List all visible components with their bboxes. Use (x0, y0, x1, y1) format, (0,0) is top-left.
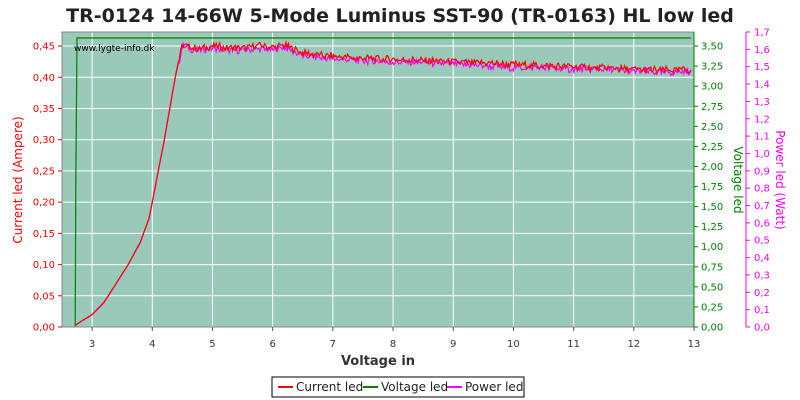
x-tick-label: 12 (627, 339, 640, 350)
y-left-tick-label: 0,30 (33, 135, 55, 146)
x-tick-label: 5 (209, 339, 215, 350)
y-right2-tick-label: 1,4 (754, 80, 770, 91)
y-right2-tick-label: 1,0 (754, 149, 770, 160)
y-left-tick-label: 0,45 (33, 42, 55, 53)
y-left-tick-label: 0,05 (33, 291, 55, 302)
x-tick-label: 4 (149, 339, 155, 350)
x-tick-label: 9 (450, 339, 456, 350)
y-right1-tick-label: 0,50 (701, 282, 723, 293)
y-right1-tick-label: 2,75 (701, 102, 723, 113)
y-right2-tick-label: 0,4 (754, 253, 770, 264)
y-right2-tick-label: 1,7 (754, 28, 770, 39)
x-tick-label: 6 (269, 339, 275, 350)
y-right1-tick-label: 1,25 (701, 222, 723, 233)
y-left-tick-label: 0,35 (33, 104, 55, 115)
x-tick-label: 8 (390, 339, 396, 350)
plot-area (62, 32, 694, 327)
series-layer (74, 37, 692, 328)
y-left-tick-label: 0,10 (33, 260, 55, 271)
y-axis-right2-label: Power led (Watt) (773, 130, 787, 229)
y-right2-tick-label: 0,2 (754, 288, 770, 299)
y-right2-tick-label: 1,6 (754, 45, 770, 56)
y-right1-tick-label: 2,00 (701, 162, 723, 173)
legend-box (271, 376, 525, 398)
watermark: www.lygte-info.dk (74, 44, 155, 54)
series-voltage-led (74, 37, 691, 328)
y-right2-tick-label: 1,3 (754, 97, 770, 108)
legend-voltage: Voltage led (381, 380, 448, 394)
y-right1-tick-label: 1,75 (701, 182, 723, 193)
axes: 3 4 5 6 7 8 9 10 11 12 130,000,050,100,150,200,250… (33, 28, 770, 351)
x-tick-label: 11 (567, 339, 580, 350)
y-right1-tick-label: 3,50 (701, 42, 723, 53)
legend-power: Power led (465, 380, 523, 394)
y-right1-tick-label: 1,00 (701, 242, 723, 253)
y-right1-tick-label: 2,50 (701, 122, 723, 133)
y-right2-tick-label: 0,0 (754, 323, 770, 334)
y-right2-tick-label: 1,2 (754, 114, 770, 125)
y-axis-right1-label: Voltage led (731, 146, 745, 213)
y-right2-tick-label: 0,9 (754, 166, 770, 177)
chart-title: TR-0124 14-66W 5-Mode Luminus SST-90 (TR… (66, 5, 734, 27)
y-right2-tick-label: 1,5 (754, 62, 770, 73)
y-left-tick-label: 0,15 (33, 229, 55, 240)
y-right2-tick-label: 0,3 (754, 270, 770, 281)
y-right2-tick-label: 0,5 (754, 236, 770, 247)
series-current-led (74, 40, 692, 326)
y-right2-tick-label: 0,6 (754, 218, 770, 229)
x-tick-label: 13 (688, 339, 701, 350)
x-tick-label: 7 (330, 339, 336, 350)
y-right2-tick-label: 1,1 (754, 132, 770, 143)
x-tick-label: 10 (507, 339, 520, 350)
y-right2-tick-label: 0,1 (754, 305, 770, 316)
legend-current: Current led (296, 380, 363, 394)
y-right1-tick-label: 3,00 (701, 82, 723, 93)
y-right2-tick-label: 0,8 (754, 184, 770, 195)
y-right2-tick-label: 0,7 (754, 201, 770, 212)
y-left-tick-label: 0,20 (33, 198, 55, 209)
x-axis-label: Voltage in (341, 354, 415, 369)
y-right1-tick-label: 1,50 (701, 202, 723, 213)
x-tick-label: 3 (89, 339, 95, 350)
y-right1-tick-label: 2,25 (701, 142, 723, 153)
y-left-tick-label: 0,40 (33, 73, 55, 84)
y-left-tick-label: 0,00 (33, 323, 55, 334)
y-right1-tick-label: 0,25 (701, 302, 723, 313)
y-right1-tick-label: 3,25 (701, 62, 723, 73)
legend: Current led Voltage led Power led (271, 376, 525, 398)
y-axis-left-label: Current led (Ampere) (11, 116, 25, 243)
y-left-tick-label: 0,25 (33, 166, 55, 177)
y-right1-tick-label: 0,75 (701, 262, 723, 273)
y-right1-tick-label: 0,00 (701, 323, 723, 334)
